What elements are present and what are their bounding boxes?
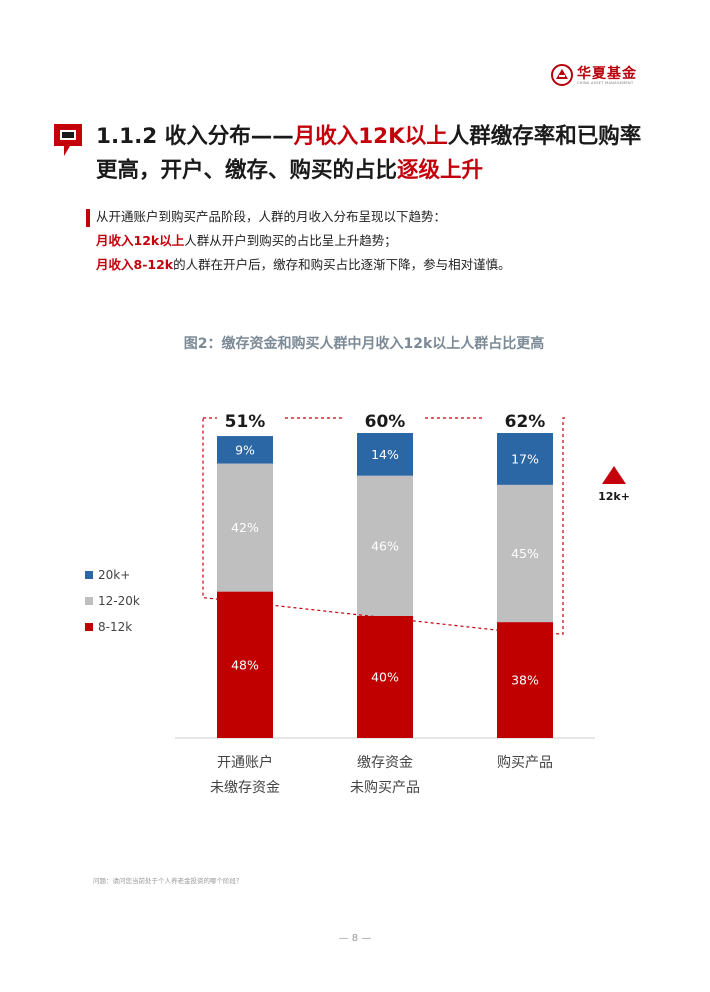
- bar-segment-12-20k: [217, 463, 273, 592]
- brand-name-cn: 华夏基金: [577, 66, 637, 82]
- intro-line-3: 月收入8-12k的人群在开户后，缴存和购买占比逐渐下降，参与相对谨慎。: [96, 253, 511, 277]
- intro-line-3-highlight: 月收入8-12k: [96, 257, 174, 272]
- total-12k-plus-label: 62%: [505, 412, 546, 432]
- annotation-12k-plus: 12k+: [598, 490, 630, 503]
- data-label-8-12k: 40%: [371, 670, 399, 685]
- data-label-12-20k: 46%: [371, 538, 399, 553]
- bar-segment-12-20k: [357, 475, 413, 616]
- legend-swatch-20k+: [85, 571, 93, 579]
- title-part-1: 1.1.2 收入分布——: [96, 124, 294, 149]
- title-highlight-2: 逐级上升: [397, 158, 484, 183]
- legend-label-12-20k: 12-20k: [98, 594, 140, 608]
- page-title: 1.1.2 收入分布——月收入12K以上人群缴存率和已购率更高，开户、缴存、购买…: [96, 120, 656, 188]
- bar-segment-8-12k: [357, 616, 413, 738]
- category-label: 未缴存资金: [210, 780, 280, 796]
- category-label: 开通账户: [217, 754, 273, 771]
- intro-line-2-highlight: 月收入12k以上: [96, 233, 185, 248]
- total-12k-plus-label: 51%: [225, 412, 266, 432]
- source-note: 问题：请问您当前处于个人养老金投资的哪个阶段？: [93, 877, 243, 885]
- section-marker-icon: [54, 124, 82, 156]
- intro-line-3-text: 的人群在开户后，缴存和购买占比逐渐下降，参与相对谨慎。: [173, 257, 511, 272]
- total-12k-plus-label: 60%: [365, 412, 406, 432]
- intro-line-2: 月收入12k以上人群从开户到购买的占比呈上升趋势；: [96, 229, 511, 253]
- data-label-8-12k: 48%: [231, 657, 259, 672]
- intro-line-2-text: 人群从开户到购买的占比呈上升趋势；: [184, 233, 397, 248]
- intro-line-1: 从开通账户到购买产品阶段，人群的月收入分布呈现以下趋势：: [96, 209, 447, 224]
- logo-mark-icon: [551, 64, 573, 86]
- data-label-20k+: 14%: [371, 447, 399, 462]
- brand-logo: 华夏基金 CHINA ASSET MANAGEMENT: [551, 62, 641, 90]
- data-label-12-20k: 45%: [511, 546, 539, 561]
- bar-segment-8-12k: [497, 622, 553, 738]
- bar-segment-20k+: [217, 436, 273, 464]
- bar-segment-20k+: [357, 433, 413, 476]
- intro-text: 从开通账户到购买产品阶段，人群的月收入分布呈现以下趋势： 月收入12k以上人群从…: [96, 205, 511, 277]
- title-highlight-1: 月收入12K以上: [293, 124, 448, 149]
- brand-name-en: CHINA ASSET MANAGEMENT: [577, 81, 634, 85]
- title-part-3: 人群缴存率和已购率更高，开户、缴存、购买的占比: [96, 124, 642, 183]
- legend-label-8-12k: 8-12k: [98, 620, 132, 634]
- category-label: 未购买产品: [350, 780, 420, 796]
- bar-segment-20k+: [497, 433, 553, 485]
- legend-swatch-8-12k: [85, 623, 93, 631]
- bar-segment-8-12k: [217, 591, 273, 738]
- intro-accent-bar: [86, 209, 90, 227]
- legend-label-20k+: 20k+: [98, 568, 130, 582]
- data-label-8-12k: 38%: [511, 673, 539, 688]
- page-number: — 8 —: [338, 933, 372, 944]
- category-label: 缴存资金: [357, 755, 413, 771]
- category-label: 购买产品: [497, 755, 553, 771]
- figure-title: 图2：缴存资金和购买人群中月收入12k以上人群占比更高: [183, 336, 545, 352]
- bar-segment-12-20k: [497, 484, 553, 623]
- up-triangle-icon: [602, 466, 626, 484]
- data-label-20k+: 17%: [511, 451, 539, 466]
- data-label-20k+: 9%: [235, 442, 255, 457]
- data-label-12-20k: 42%: [231, 520, 259, 535]
- highlight-dashed-outline: [202, 417, 565, 635]
- legend-swatch-12-20k: [85, 597, 93, 605]
